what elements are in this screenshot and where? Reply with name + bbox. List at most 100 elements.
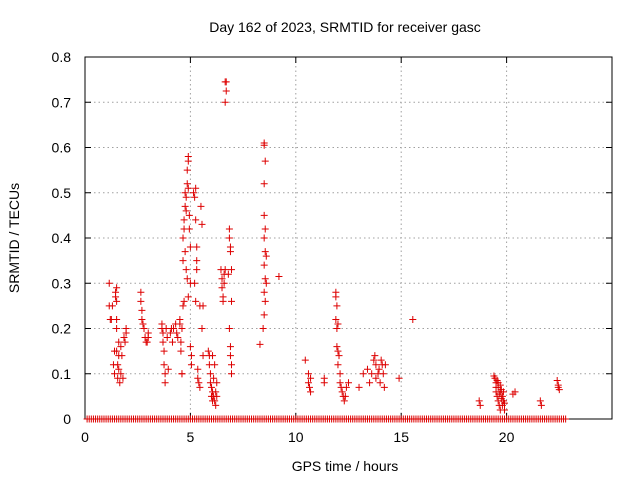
data-point	[225, 234, 233, 242]
data-point	[219, 297, 227, 305]
data-point	[537, 401, 545, 409]
data-point	[304, 379, 312, 387]
data-point	[372, 374, 380, 382]
data-point	[181, 248, 189, 256]
x-tick-label: 20	[499, 429, 515, 445]
y-tick-label: 0.2	[52, 321, 72, 337]
y-tick-label: 0.1	[52, 366, 72, 382]
data-point	[119, 374, 127, 382]
data-point	[409, 315, 417, 323]
data-point	[225, 225, 233, 233]
data-point	[306, 383, 314, 391]
y-tick-label: 0.6	[52, 140, 72, 156]
data-point	[121, 338, 129, 346]
data-point	[336, 379, 344, 387]
data-point	[198, 220, 206, 228]
data-point	[194, 365, 202, 373]
data-point	[193, 257, 201, 265]
data-point	[492, 383, 500, 391]
data-point	[112, 293, 120, 301]
data-point	[111, 370, 119, 378]
data-point	[182, 207, 190, 215]
data-point	[259, 325, 267, 332]
data-point	[170, 325, 178, 332]
data-point	[117, 370, 125, 378]
data-point	[161, 370, 169, 378]
y-tick-labels: 0 0.1 0.2 0.3 0.4 0.5 0.6 0.7 0.8	[52, 49, 72, 427]
data-point	[181, 189, 189, 197]
data-point	[228, 266, 236, 274]
data-point	[206, 379, 214, 387]
data-point	[332, 293, 340, 301]
data-point	[164, 365, 172, 373]
data-point	[183, 275, 191, 283]
data-point	[333, 302, 341, 310]
data-point	[187, 361, 195, 369]
data-point	[221, 98, 229, 106]
data-point	[115, 365, 123, 373]
data-point	[228, 361, 236, 369]
data-point	[210, 374, 218, 382]
data-point	[333, 343, 341, 351]
data-point	[375, 365, 383, 373]
data-point	[207, 383, 215, 391]
data-point	[228, 370, 236, 378]
y-tick-label: 0.7	[52, 94, 72, 110]
data-point	[160, 361, 168, 369]
data-point	[380, 383, 388, 391]
data-point	[301, 356, 309, 364]
data-point	[363, 365, 371, 373]
data-point	[212, 388, 220, 396]
zero-point	[562, 415, 570, 423]
data-point	[261, 275, 269, 283]
data-point	[260, 211, 268, 219]
data-point	[143, 338, 151, 346]
data-point	[174, 334, 182, 342]
data-point	[212, 401, 220, 409]
data-point	[195, 379, 203, 387]
data-point	[222, 78, 230, 86]
data-point	[191, 279, 199, 287]
data-point	[113, 284, 121, 292]
data-point	[553, 377, 561, 385]
data-point	[332, 315, 340, 323]
data-point	[193, 243, 201, 251]
data-point	[105, 279, 113, 287]
data-point	[333, 325, 341, 332]
data-point	[334, 347, 342, 355]
data-point	[261, 248, 269, 256]
data-point	[262, 252, 270, 260]
data-point	[304, 370, 312, 378]
data-point	[192, 184, 200, 192]
data-point	[370, 356, 378, 364]
data-point	[186, 243, 194, 251]
data-point	[186, 343, 194, 351]
data-point	[177, 338, 185, 346]
data-point	[113, 315, 121, 323]
data-point	[144, 329, 152, 337]
x-tick-label: 15	[393, 429, 409, 445]
data-point	[509, 390, 517, 398]
x-tick-label: 5	[187, 429, 195, 445]
data-point	[140, 325, 148, 332]
x-tick-label: 0	[81, 429, 89, 445]
data-point	[180, 216, 188, 224]
data-point	[224, 270, 232, 278]
data-point	[179, 257, 187, 265]
data-point	[194, 374, 202, 382]
data-point	[345, 379, 352, 387]
data-point	[198, 325, 206, 332]
data-point	[183, 180, 191, 188]
data-point	[166, 329, 174, 337]
data-point	[196, 383, 204, 391]
data-point	[213, 392, 221, 400]
data-point	[341, 392, 349, 400]
data-point	[182, 193, 190, 201]
data-point	[176, 315, 184, 323]
data-point	[366, 379, 374, 387]
data-point	[555, 386, 563, 394]
data-point	[211, 397, 219, 405]
data-point	[183, 166, 191, 174]
x-tick-label: 10	[288, 429, 304, 445]
